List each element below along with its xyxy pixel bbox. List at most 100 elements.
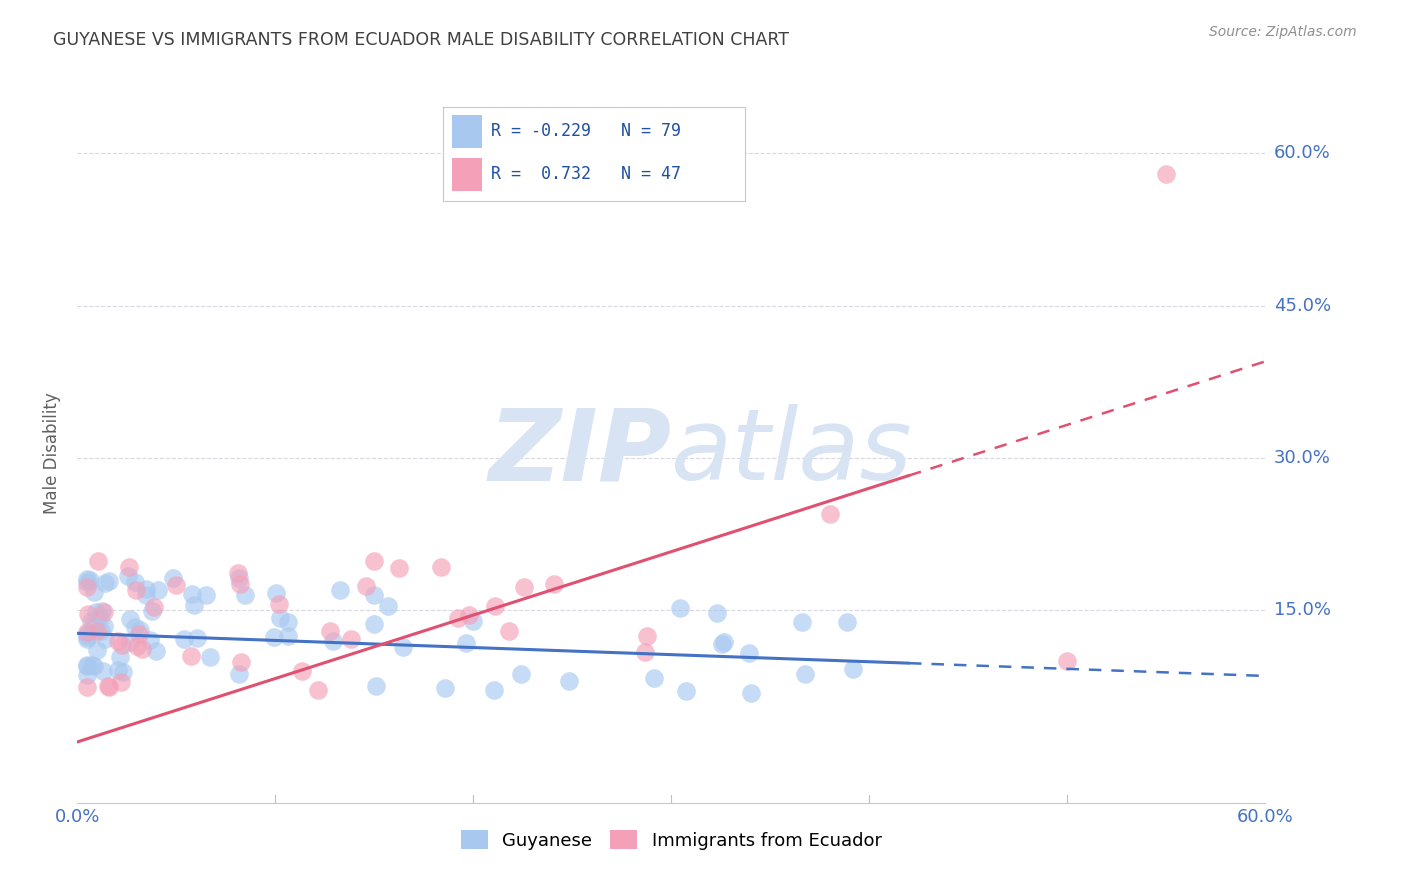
Point — [194, 588, 217, 602]
Point — [307, 683, 329, 698]
Point — [127, 639, 149, 653]
Point — [269, 597, 291, 611]
Point — [543, 577, 565, 591]
Text: R = -0.229   N = 79: R = -0.229 N = 79 — [491, 122, 682, 140]
Point — [94, 576, 117, 591]
Point — [790, 615, 813, 629]
Point — [388, 560, 411, 574]
Text: 45.0%: 45.0% — [1274, 296, 1331, 315]
Point — [228, 577, 250, 591]
Point — [97, 574, 120, 588]
Point — [1056, 654, 1078, 668]
Point — [93, 619, 115, 633]
Point — [200, 649, 222, 664]
Point — [86, 624, 108, 638]
Text: 15.0%: 15.0% — [1274, 601, 1330, 619]
Point — [318, 624, 340, 639]
Point — [112, 665, 135, 680]
Point — [128, 627, 150, 641]
Point — [818, 507, 841, 521]
Point — [76, 681, 98, 695]
Point — [87, 554, 110, 568]
Point — [97, 679, 120, 693]
Point — [738, 646, 761, 660]
Point — [277, 629, 299, 643]
Bar — [451, 158, 482, 191]
Point — [456, 636, 478, 650]
Point — [76, 572, 98, 586]
Point — [120, 611, 142, 625]
Point — [91, 664, 114, 678]
Point — [131, 642, 153, 657]
Point — [509, 667, 531, 681]
Point — [94, 632, 117, 646]
Point — [124, 574, 146, 589]
Point — [181, 586, 204, 600]
Point — [124, 620, 146, 634]
Point — [93, 605, 115, 619]
Point — [76, 580, 98, 594]
Text: 30.0%: 30.0% — [1274, 449, 1330, 467]
Point — [90, 624, 112, 638]
Point — [84, 605, 107, 619]
Point — [79, 573, 101, 587]
Point — [229, 655, 252, 669]
Point — [76, 667, 98, 681]
Legend: Guyanese, Immigrants from Ecuador: Guyanese, Immigrants from Ecuador — [454, 823, 889, 857]
Point — [669, 601, 692, 615]
Point — [76, 630, 98, 644]
Point — [90, 604, 112, 618]
Point — [186, 632, 208, 646]
Point — [125, 583, 148, 598]
Point — [139, 633, 162, 648]
Point — [76, 632, 98, 647]
Point — [277, 615, 299, 630]
Point — [228, 666, 250, 681]
Point — [84, 617, 107, 632]
Point — [264, 586, 287, 600]
Point — [76, 625, 98, 640]
Point — [142, 599, 165, 614]
Point — [392, 640, 415, 654]
Point — [107, 664, 129, 678]
Point — [148, 582, 170, 597]
Point — [76, 657, 98, 672]
Point — [135, 588, 157, 602]
Point — [228, 571, 250, 585]
Y-axis label: Male Disability: Male Disability — [44, 392, 62, 514]
Text: ZIP: ZIP — [488, 404, 672, 501]
Point — [340, 632, 363, 647]
Point — [1156, 167, 1178, 181]
Point — [118, 560, 141, 574]
Point — [837, 615, 859, 630]
Point — [461, 614, 484, 628]
Point — [430, 559, 453, 574]
Point — [498, 624, 520, 638]
Point — [162, 571, 184, 585]
Point — [634, 644, 657, 658]
Point — [740, 686, 762, 700]
Point — [482, 683, 505, 698]
Point — [363, 588, 385, 602]
Point — [706, 606, 728, 620]
Point — [108, 649, 131, 664]
Point — [76, 575, 98, 590]
Point — [173, 632, 195, 647]
Point — [165, 578, 187, 592]
Point — [290, 664, 312, 678]
Point — [558, 673, 581, 688]
Point — [110, 675, 132, 690]
Point — [710, 637, 733, 651]
Point — [447, 611, 470, 625]
Point — [80, 657, 103, 672]
Point — [80, 614, 103, 628]
Point — [713, 635, 735, 649]
Point — [76, 659, 98, 673]
Bar — [451, 114, 482, 148]
Point — [434, 681, 457, 696]
Point — [377, 599, 399, 614]
Point — [83, 585, 105, 599]
Point — [513, 580, 536, 594]
Point — [228, 566, 250, 580]
Point — [117, 569, 139, 583]
